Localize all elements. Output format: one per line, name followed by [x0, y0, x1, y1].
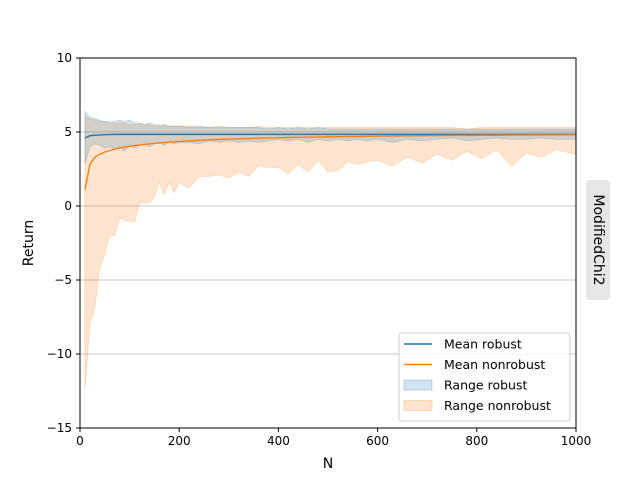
legend-label: Range robust [444, 378, 527, 393]
y-tick-label: −10 [47, 347, 72, 361]
legend-label: Range nonrobust [444, 398, 551, 413]
y-tick-label: −15 [47, 421, 72, 435]
mean-lines [84, 133, 577, 190]
x-tick-label: 0 [76, 434, 84, 448]
x-tick-label: 800 [465, 434, 488, 448]
legend-entry-mean-nonrobust: Mean nonrobust [404, 357, 545, 372]
x-tick-label: 600 [366, 434, 389, 448]
legend-entry-mean-robust: Mean robust [404, 337, 522, 352]
legend-label: Mean nonrobust [444, 357, 545, 372]
legend-frame [398, 332, 571, 422]
x-tick-label: 200 [168, 434, 191, 448]
legend: Mean robust Mean nonrobust Range robust Ran… [398, 332, 571, 422]
axis-ticks: 0 200 400 600 800 1000 −15 −10 −5 0 5 10 [47, 51, 592, 448]
x-tick-label: 1000 [561, 434, 592, 448]
y-tick-label: −5 [54, 273, 72, 287]
y-axis-label: Return [21, 220, 37, 266]
mean-nonrobust-line [84, 134, 577, 190]
legend-entry-range-robust: Range robust [403, 378, 527, 393]
legend-label: Mean robust [444, 337, 522, 352]
legend-swatch [403, 379, 433, 391]
y-tick-label: 10 [57, 51, 72, 65]
plot-frame [79, 57, 577, 429]
mean-robust-line [84, 133, 576, 139]
side-label: ModifiedChi2 [590, 194, 606, 285]
x-axis-label: N [323, 456, 333, 472]
legend-swatch [403, 400, 433, 411]
x-tick-label: 400 [267, 434, 290, 448]
y-tick-label: 0 [64, 199, 72, 213]
side-label-box: ModifiedChi2 [586, 180, 610, 300]
legend-entry-range-nonrobust: Range nonrobust [403, 398, 551, 413]
y-tick-label: 5 [64, 125, 72, 139]
